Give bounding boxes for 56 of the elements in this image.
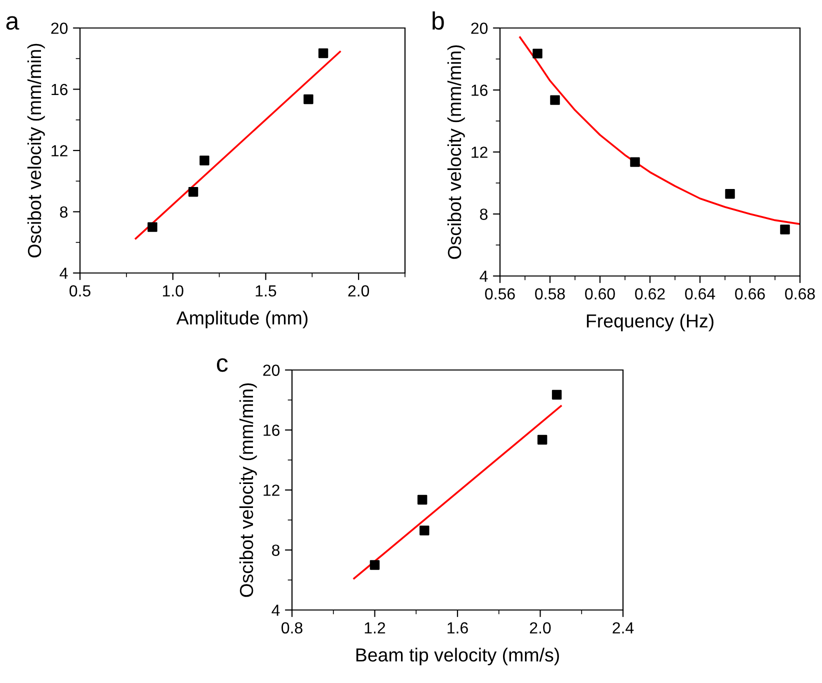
x-tick-label: 2.0 bbox=[348, 285, 370, 297]
point bbox=[537, 434, 548, 445]
x-tick-label: 0.8 bbox=[282, 622, 302, 634]
x-tick-label: 0.58 bbox=[535, 288, 565, 300]
chart-title: c bbox=[216, 358, 228, 372]
x-tick-label: 1.2 bbox=[364, 622, 386, 634]
y-tick-label: 4 bbox=[60, 268, 68, 279]
point bbox=[550, 95, 560, 105]
point bbox=[532, 48, 542, 58]
y-tick-label: 4 bbox=[480, 270, 488, 282]
y-tick-label: 8 bbox=[60, 206, 68, 218]
y-axis-title: Oscibot velocity (mm/min) bbox=[239, 383, 257, 597]
point bbox=[630, 157, 640, 167]
y-tick-label: 16 bbox=[52, 84, 68, 96]
point bbox=[780, 224, 790, 234]
x-axis-title: Beam tip velocity (mm/s) bbox=[356, 648, 559, 666]
y-axis-title: Oscibot velocity (mm/min) bbox=[27, 44, 45, 258]
x-tick-label: 2.0 bbox=[530, 622, 551, 634]
x-tick-label: 1.0 bbox=[162, 285, 184, 297]
y-axis-title: Oscibot velocity (mm/min) bbox=[447, 45, 465, 259]
chart-title: a bbox=[6, 16, 20, 30]
point bbox=[420, 526, 430, 536]
x-axis-title: Amplitude (mm) bbox=[176, 310, 308, 328]
point bbox=[318, 48, 328, 58]
point bbox=[188, 186, 198, 197]
x-axis-title: Frequency (Hz) bbox=[586, 314, 714, 332]
chart-title: b bbox=[432, 11, 444, 30]
x-tick-label: 1.6 bbox=[448, 622, 468, 634]
point bbox=[370, 560, 380, 570]
x-tick-label: 0.64 bbox=[685, 288, 716, 300]
y-tick-label: 20 bbox=[263, 364, 280, 376]
x-tick-label: 0.5 bbox=[70, 285, 90, 297]
x-tick-label: 2.4 bbox=[612, 622, 634, 634]
x-tick-label: 0.56 bbox=[485, 288, 515, 300]
y-tick-label: 16 bbox=[264, 424, 280, 436]
point bbox=[552, 390, 562, 400]
x-tick-label: 0.60 bbox=[585, 288, 615, 300]
y-tick-label: 12 bbox=[472, 146, 488, 158]
point bbox=[725, 188, 735, 199]
y-tick-label: 8 bbox=[480, 208, 488, 220]
point bbox=[200, 156, 210, 166]
x-tick-label: 1.5 bbox=[256, 285, 276, 297]
line-series bbox=[519, 36, 800, 225]
point bbox=[417, 494, 428, 505]
point bbox=[304, 94, 314, 104]
y-tick-label: 4 bbox=[272, 604, 280, 616]
y-tick-label: 8 bbox=[272, 544, 280, 556]
x-tick-label: 0.66 bbox=[735, 288, 765, 300]
x-tick-label: 0.68 bbox=[785, 288, 815, 300]
point bbox=[148, 222, 158, 232]
x-tick-label: 0.62 bbox=[635, 288, 665, 300]
y-tick-label: 12 bbox=[52, 145, 68, 156]
y-tick-label: 12 bbox=[264, 484, 280, 496]
y-tick-label: 20 bbox=[471, 22, 488, 34]
y-tick-label: 16 bbox=[472, 84, 488, 96]
y-tick-label: 20 bbox=[51, 22, 68, 34]
